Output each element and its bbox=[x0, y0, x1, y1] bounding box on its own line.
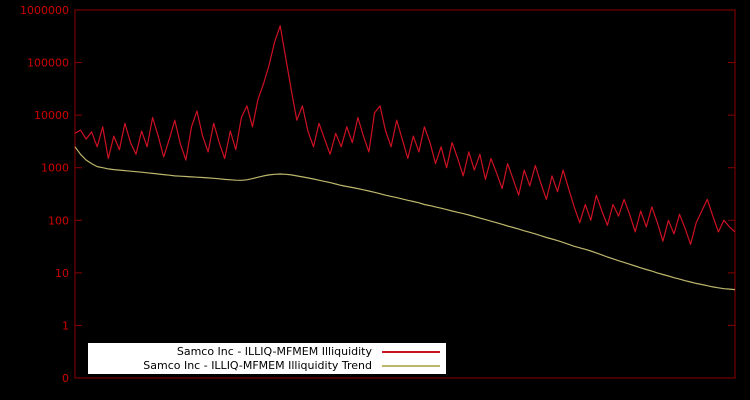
y-tick-label: 100000 bbox=[27, 57, 69, 70]
legend-label-trend: Samco Inc - ILLIQ-MFMEM Illiquidity Tren… bbox=[143, 359, 372, 372]
y-tick-label: 1 bbox=[62, 319, 69, 332]
legend-line-sample-trend bbox=[382, 364, 440, 367]
y-tick-label: 10000 bbox=[34, 109, 69, 122]
y-tick-label: 0 bbox=[62, 372, 69, 385]
legend-item-illiquidity: Samco Inc - ILLIQ-MFMEM Illiquidity bbox=[94, 345, 440, 358]
y-tick-label: 10 bbox=[55, 267, 69, 280]
y-tick-label: 100 bbox=[48, 214, 69, 227]
legend-line-sample-illiquidity bbox=[382, 350, 440, 353]
series-line-1 bbox=[74, 146, 736, 291]
legend-label-illiquidity: Samco Inc - ILLIQ-MFMEM Illiquidity bbox=[176, 345, 372, 358]
y-tick-label: 1000 bbox=[41, 162, 69, 175]
series-line-0 bbox=[74, 25, 736, 245]
chart-legend: Samco Inc - ILLIQ-MFMEM Illiquidity Samc… bbox=[88, 343, 446, 374]
y-tick-label: 1000000 bbox=[20, 4, 69, 17]
legend-item-trend: Samco Inc - ILLIQ-MFMEM Illiquidity Tren… bbox=[94, 359, 440, 372]
